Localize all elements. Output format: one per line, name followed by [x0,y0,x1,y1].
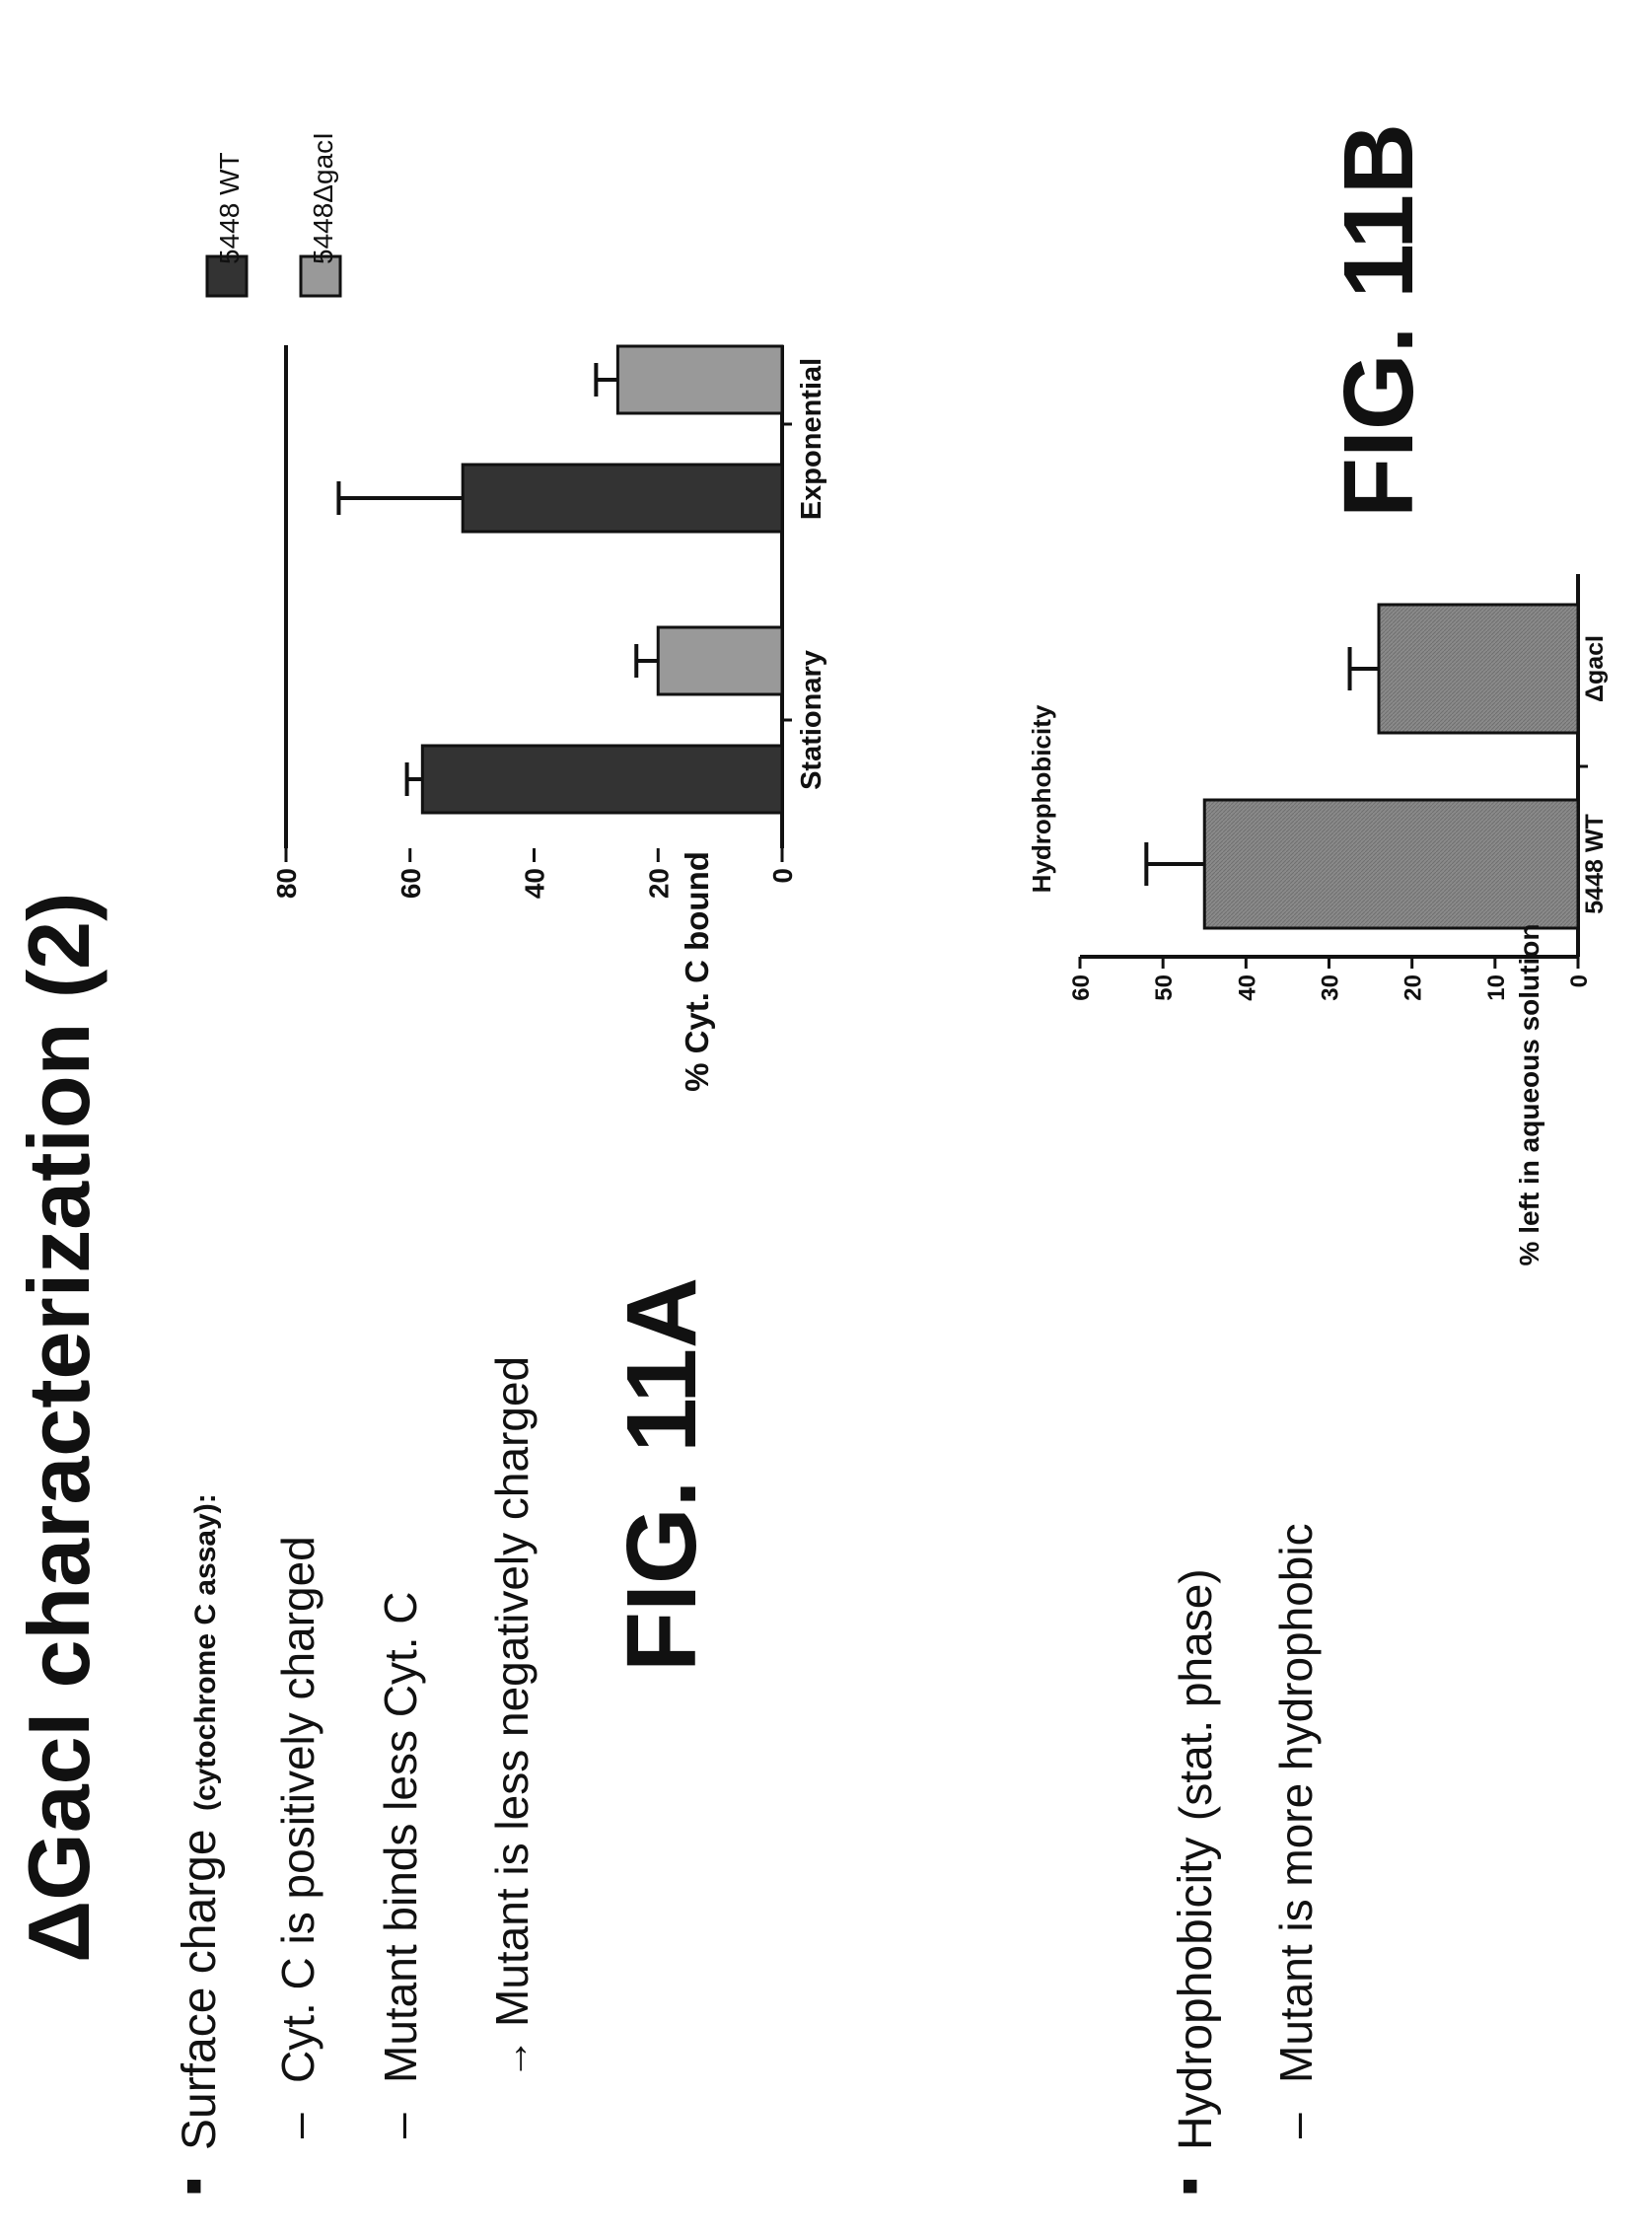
bullet-hydrophobicity: Hydrophobicity (stat. phase) [1170,1568,1222,2150]
chart-cyt-c-bound: 0 20 40 60 80 Stationary Exponential % Cyt. C b… [205,132,827,1092]
y-tick-label-0: 0 [767,868,798,884]
category-label-gaci: ΔgacI [1581,635,1609,702]
y-axis-label: % left in aqueous solution [1514,924,1544,1266]
arrow-right-icon: → [490,2038,537,2079]
bar-stationary-5448-gaci [656,625,784,696]
y-tick-label-50: 50 [1151,975,1178,1001]
sub-mutant-less-negative: Mutant is less negatively charged [486,1356,538,2027]
category-label-exponential: Exponential [796,358,827,520]
y-tick-label-20: 20 [643,868,674,899]
dash-1: – [272,2113,323,2138]
bullet-hydrophobicity-note: (stat. phase) [1170,1568,1221,1821]
legend-swatch-5448-wt [205,254,249,298]
y-tick-label-60: 60 [395,868,426,899]
y-tick-label-30: 30 [1318,975,1344,1001]
bar-exponential-5448-wt [461,463,784,534]
bar-gaci [1377,603,1580,735]
bullet-hydrophobicity-label: Hydrophobicity [1170,1838,1222,2150]
fig-11a-label: FIG. 11A [607,1277,717,1672]
category-label-5448-wt: 5448 WT [1581,814,1609,913]
y-tick-label-0: 0 [1566,975,1593,987]
bullet-surface-charge-note: (cytochrome C assay): [189,1493,222,1811]
legend-label-5448-wt: 5448 WT [214,152,245,264]
bullet-mark-2: ■ [1174,2178,1204,2195]
legend-label-5448-gaci: 5448ΔgacI [308,132,338,264]
dash-2: – [375,2113,426,2138]
category-label-stationary: Stationary [796,650,827,790]
sub-mutant-more-hydrophobic: Mutant is more hydrophobic [1270,1523,1322,2083]
chart-title: Hydrophobicity [1027,704,1056,893]
dash-3: – [1270,2113,1322,2138]
slide-title: ΔGacI characterization (2) [10,893,108,1963]
fig-11b-label: FIG. 11B [1324,123,1434,518]
y-axis-label: % Cyt. C bound [679,851,715,1092]
sub-mutant-binds-less: Mutant binds less Cyt. C [375,1591,426,2083]
bar-5448-wt [1202,798,1580,930]
y-tick-label-40: 40 [1234,975,1260,1001]
y-tick-label-10: 10 [1483,975,1510,1001]
y-tick-label-20: 20 [1401,975,1427,1001]
bullet-mark-1: ■ [178,2178,208,2195]
y-tick-label-40: 40 [520,868,550,899]
legend-swatch-5448-gaci [299,254,342,298]
y-tick-label-80: 80 [271,868,302,899]
bar-stationary-5448-wt [420,744,784,815]
bullet-surface-charge: Surface charge (cytochrome C assay): [174,1493,226,2150]
y-tick-label-60: 60 [1068,975,1095,1001]
sub-cyt-c-positive: Cyt. C is positively charged [272,1536,323,2083]
chart-hydrophobicity: 0 10 20 30 40 50 60 5448 WT ΔgacI Hydrophobicity%… [1027,574,1609,1265]
bullet-surface-charge-label: Surface charge [174,1829,226,2150]
bar-exponential-5448-gaci [615,344,784,415]
